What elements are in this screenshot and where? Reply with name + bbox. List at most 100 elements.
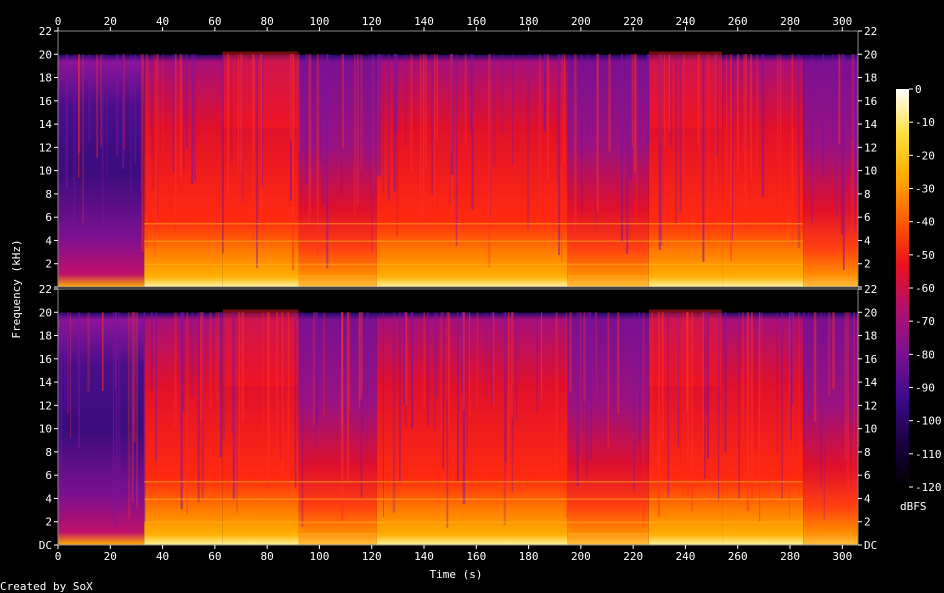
spectrogram-streak (651, 312, 653, 475)
spectrogram-streak (746, 312, 750, 512)
spectrogram-streak (842, 54, 845, 270)
spectrogram-streak (617, 312, 620, 414)
spectrogram-streak (659, 54, 662, 143)
colorbar-tick-label: -70 (915, 315, 935, 328)
spectrogram-streak (448, 312, 450, 427)
spectrogram-streak (741, 312, 745, 443)
spectrogram-streak (377, 54, 380, 176)
spectrogram-streak (511, 54, 514, 166)
spectrogram-streak (851, 54, 854, 233)
spectrogram-streak (423, 312, 425, 408)
spectrogram-streak (362, 312, 364, 432)
harmonic-line (144, 521, 804, 524)
spectrogram-streak (751, 312, 753, 500)
x-tick-label: 280 (780, 15, 800, 28)
y-tick-label: 2 (45, 258, 52, 271)
spectrogram-streak (174, 312, 177, 428)
spectrogram-streak (230, 54, 233, 163)
spectrogram-streak (372, 54, 374, 189)
y-tick-label: 10 (39, 165, 52, 178)
spectrogram-streak (660, 54, 663, 246)
y-tick-label: 4 (45, 492, 52, 505)
spectrogram-streak (267, 312, 270, 489)
y-tick-label: 6 (45, 211, 52, 224)
spectrogram-streak (366, 312, 368, 444)
spectrogram-streak (155, 312, 157, 461)
spectrogram-streak (290, 54, 292, 143)
spectrogram-streak (590, 312, 592, 460)
x-axis-top: 0 20 40 60 80 100 120 140 160 180 200 220 240 260 280 3… (55, 15, 852, 31)
spectrogram-streak (281, 312, 284, 476)
spectrogram-streak (707, 54, 710, 243)
spectrogram-streak (287, 312, 289, 462)
spectrogram-streak (508, 312, 510, 484)
spectrogram-streak (222, 312, 225, 441)
spectrogram-segment (567, 289, 649, 545)
spectrogram-streak (538, 54, 542, 212)
spectrogram-streak (745, 54, 748, 208)
spectrogram-highband (222, 309, 299, 387)
x-tick-label: 40 (156, 550, 169, 563)
spectrogram-segment (58, 31, 145, 287)
spectrogram-streak (536, 312, 539, 413)
spectrogram-streak (543, 54, 547, 132)
y-tick-label: DC (39, 539, 52, 552)
spectrogram-streak (87, 312, 90, 392)
spectrogram-streak (77, 312, 81, 449)
x-tick-label: 140 (414, 550, 434, 563)
spectrogram-streak (828, 312, 831, 396)
y-tick-label: 20 (864, 48, 877, 61)
y-tick-label: 4 (864, 492, 871, 505)
spectrogram-streak (831, 54, 834, 146)
x-tick-label: 180 (519, 550, 539, 563)
spectrogram-streak (511, 312, 514, 492)
spectrogram-streak (716, 54, 718, 157)
spectrogram-streak (241, 54, 244, 203)
spectrogram-streak (761, 54, 765, 197)
spectrogram-streak (491, 312, 493, 406)
spectrogram-segment (803, 31, 858, 287)
spectrogram-streak (237, 54, 239, 176)
colorbar-tick-label: -80 (915, 348, 935, 361)
spectrogram-streak (846, 312, 849, 505)
spectrogram-streak (340, 54, 343, 196)
y-tick-label: 12 (864, 399, 877, 412)
x-tick-label: 180 (519, 15, 539, 28)
y-tick-label: 20 (39, 306, 52, 319)
spectrogram-streak (515, 312, 518, 421)
spectrogram-streak (724, 312, 727, 452)
spectrogram-streak (360, 54, 363, 170)
plot-frame (57, 288, 859, 546)
spectrogram-streak (462, 312, 465, 411)
y-tick-label: 6 (864, 469, 871, 482)
spectrogram-streak (405, 312, 408, 406)
spectrogram-streak (422, 54, 425, 220)
y-tick-label: 8 (45, 188, 52, 201)
spectrogram-streak (595, 54, 597, 228)
spectrogram-streak (546, 54, 549, 182)
spectrogram-streak (851, 54, 853, 141)
spectrogram-streak (217, 312, 220, 446)
x-tick-label: 80 (261, 550, 274, 563)
spectrogram-streak (638, 312, 641, 442)
spectrogram-streak (686, 312, 689, 413)
spectrogram-streak (586, 312, 588, 478)
spectrogram-streak (776, 54, 779, 164)
spectrogram-streak (488, 54, 490, 200)
colorbar-tick-label: -90 (915, 382, 935, 395)
spectrogram-streak (633, 312, 635, 491)
spectrogram-segment (648, 289, 723, 545)
spectrogram-streak (790, 312, 792, 441)
spectrogram-streak (78, 54, 80, 178)
spectrogram-streak (132, 312, 135, 505)
y-tick-label: 18 (39, 330, 52, 343)
x-axis-label: Time (s) (430, 568, 483, 581)
x-tick-label: 20 (104, 550, 117, 563)
spectrogram-streak (140, 54, 143, 193)
x-tick-label: 280 (780, 550, 800, 563)
spectrogram-streak (292, 54, 295, 271)
spectrogram-streak (382, 312, 384, 518)
spectrogram-streak (183, 54, 185, 171)
spectrogram-streak (359, 312, 362, 401)
y-tick-label: 10 (864, 165, 877, 178)
